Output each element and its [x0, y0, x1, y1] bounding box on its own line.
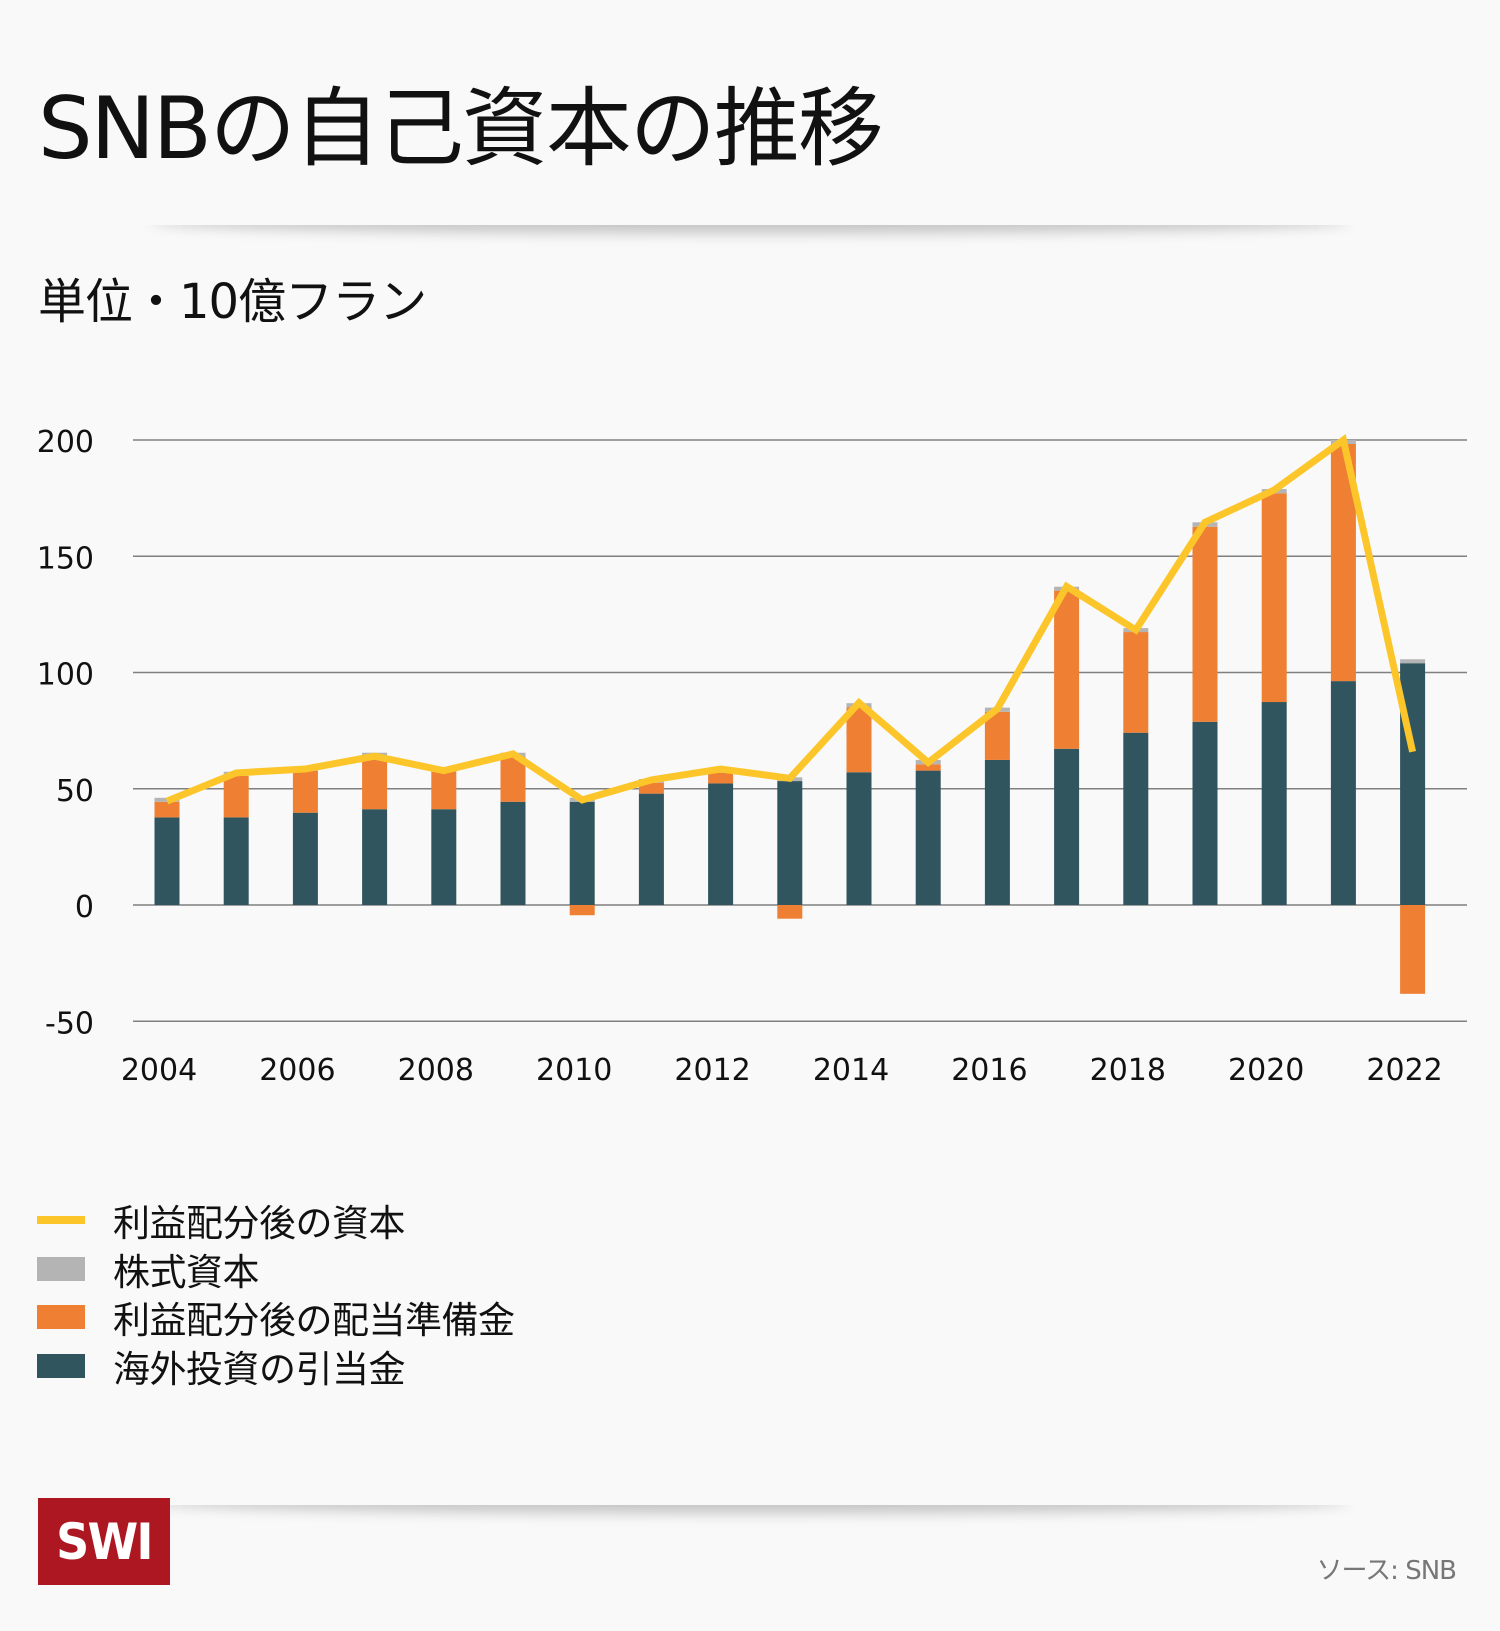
bar-group-2018 [1123, 628, 1149, 905]
bar-group-2021 [1330, 440, 1356, 905]
source-note: ソース: SNB [1316, 1556, 1457, 1586]
bar-currency-provisions [1261, 702, 1287, 905]
legend-item-distribution-reserve: 利益配分後の配当準備金 [37, 1293, 515, 1342]
legend-label: 利益配分後の資本 [113, 1202, 406, 1246]
x-tick-label: 2012 [674, 1053, 750, 1088]
legend-item-currency-provisions: 海外投資の引当金 [37, 1342, 515, 1391]
x-tick-label: 2014 [813, 1053, 889, 1088]
chart-subtitle: 単位・10億フラン [38, 274, 427, 330]
bar-currency-provisions [223, 817, 249, 905]
gridlines [133, 439, 1467, 1023]
y-axis-ticks: 200 150 100 50 0 -50 [37, 425, 94, 1041]
bar-group-2016 [984, 707, 1010, 905]
bars [154, 440, 1426, 994]
footer-divider [0, 1505, 1500, 1529]
legend: 利益配分後の資本 株式資本 利益配分後の配当準備金 海外投資の引当金 [37, 1196, 515, 1391]
x-tick-label: 2010 [536, 1053, 612, 1088]
y-tick-label: 50 [56, 774, 94, 809]
bar-distribution-reserve [362, 756, 388, 810]
x-tick-label: 2008 [398, 1053, 474, 1088]
bar-currency-provisions [777, 781, 803, 905]
bar-currency-provisions [846, 772, 872, 905]
y-tick-label: 0 [75, 890, 94, 925]
bar-group-2010 [569, 797, 595, 916]
legend-swatch-line [37, 1216, 85, 1225]
bar-group-2004 [154, 797, 180, 905]
bar-distribution-reserve [431, 771, 457, 810]
bar-distribution-reserve [1123, 632, 1149, 733]
bar-distribution-reserve [984, 711, 1010, 760]
bar-currency-provisions [292, 812, 318, 905]
bar-currency-provisions [708, 783, 734, 905]
bar-currency-provisions [1330, 681, 1356, 905]
bar-group-2011 [638, 778, 664, 905]
y-tick-label: 150 [37, 541, 94, 576]
bar-group-2009 [500, 752, 526, 905]
y-tick-label: 200 [37, 425, 94, 460]
x-tick-label: 2016 [951, 1053, 1027, 1088]
bar-distribution-reserve [569, 905, 595, 916]
bar-currency-provisions [569, 801, 595, 905]
bar-group-2017 [1054, 586, 1080, 905]
legend-label: 利益配分後の配当準備金 [113, 1299, 515, 1343]
chart-title: SNBの自己資本の推移 [38, 79, 884, 179]
bar-group-2005 [223, 771, 249, 905]
legend-item-share-capital: 株式資本 [37, 1245, 515, 1294]
legend-label: 海外投資の引当金 [113, 1347, 406, 1391]
y-tick-label: 100 [37, 658, 94, 693]
bar-currency-provisions [1192, 721, 1218, 905]
bar-currency-provisions [154, 817, 180, 905]
bar-currency-provisions [984, 759, 1010, 905]
bar-group-2008 [431, 767, 457, 905]
bar-currency-provisions [431, 809, 457, 905]
bar-currency-provisions [1054, 748, 1080, 905]
bar-distribution-reserve [1054, 590, 1080, 749]
logo-text: SWI [56, 1512, 153, 1571]
x-tick-label: 2004 [121, 1053, 197, 1088]
bar-distribution-reserve [292, 770, 318, 813]
bar-group-2019 [1192, 522, 1218, 905]
x-tick-label: 2018 [1090, 1053, 1166, 1088]
x-tick-label: 2006 [259, 1053, 335, 1088]
bar-group-2020 [1261, 489, 1287, 905]
bar-distribution-reserve [777, 905, 803, 919]
bar-currency-provisions [500, 801, 526, 905]
legend-swatch-currency-provisions [37, 1353, 85, 1378]
bar-distribution-reserve [638, 782, 664, 794]
bar-currency-provisions [915, 770, 941, 905]
bar-distribution-reserve [500, 756, 526, 802]
bar-distribution-reserve [1400, 905, 1426, 994]
bar-group-2013 [777, 777, 803, 919]
legend-swatch-distribution-reserve [37, 1305, 85, 1330]
x-tick-label: 2020 [1228, 1053, 1304, 1088]
bar-distribution-reserve [846, 707, 872, 773]
bar-distribution-reserve [223, 775, 249, 818]
bar-group-2012 [708, 768, 734, 905]
x-axis-ticks: 2004 2006 2008 2010 2012 2014 2016 2018 2020 2022 [121, 1053, 1443, 1088]
bar-distribution-reserve [1261, 493, 1287, 703]
legend-swatch-share-capital [37, 1256, 85, 1281]
bar-currency-provisions [1123, 732, 1149, 905]
bar-distribution-reserve [154, 801, 180, 818]
bar-distribution-reserve [915, 764, 941, 771]
legend-item-capital-after-distribution: 利益配分後の資本 [37, 1196, 515, 1245]
bar-group-2006 [292, 766, 318, 905]
bar-currency-provisions [362, 809, 388, 905]
bar-share-capital [1400, 659, 1426, 664]
swi-logo: SWI [38, 1498, 170, 1585]
capital-line [165, 434, 1417, 805]
bar-currency-provisions [638, 793, 664, 905]
bar-group-2014 [846, 703, 872, 905]
capital-line-path [165, 434, 1417, 805]
bar-group-2015 [915, 759, 941, 905]
bar-distribution-reserve [1192, 526, 1218, 722]
bar-distribution-reserve [708, 772, 734, 784]
bar-group-2007 [362, 752, 388, 905]
chart: 200 150 100 50 0 -50 2004 2006 2008 2010 2012 2014… [37, 425, 1467, 1088]
y-tick-label: -50 [45, 1006, 94, 1041]
legend-label: 株式資本 [113, 1250, 260, 1294]
x-tick-label: 2022 [1366, 1053, 1442, 1088]
